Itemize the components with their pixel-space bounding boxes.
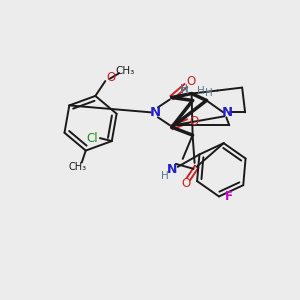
Text: N: N bbox=[149, 106, 161, 119]
Text: N: N bbox=[167, 163, 177, 176]
Text: H: H bbox=[205, 88, 212, 98]
Text: H: H bbox=[197, 85, 204, 96]
Text: F: F bbox=[225, 190, 233, 203]
Text: H: H bbox=[181, 85, 189, 96]
Text: O: O bbox=[106, 70, 116, 84]
Text: CH₃: CH₃ bbox=[116, 66, 135, 76]
Text: H: H bbox=[161, 171, 169, 181]
Text: O: O bbox=[189, 115, 198, 128]
Text: H: H bbox=[180, 84, 188, 94]
Text: Cl: Cl bbox=[86, 132, 98, 145]
Text: CH₃: CH₃ bbox=[69, 162, 87, 172]
Text: O: O bbox=[186, 75, 195, 88]
Text: N: N bbox=[222, 106, 233, 119]
Text: O: O bbox=[181, 177, 190, 190]
